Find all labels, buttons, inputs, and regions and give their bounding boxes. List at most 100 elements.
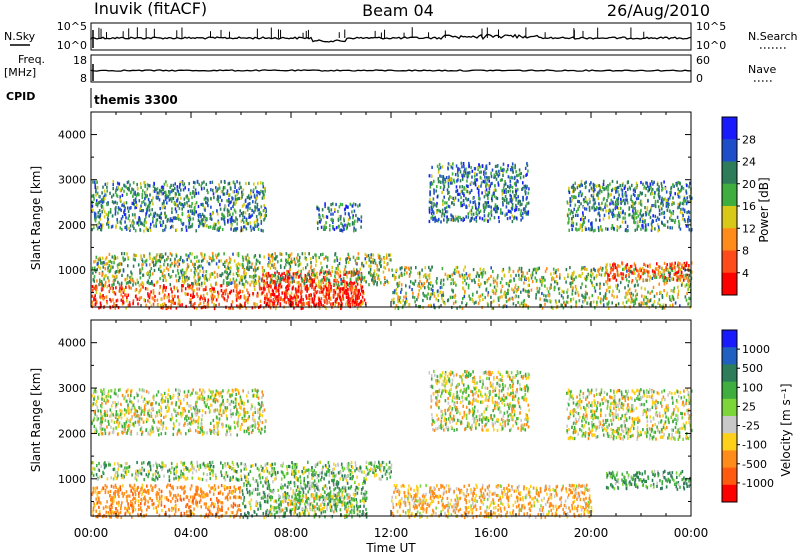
range-gate-cell [94, 180, 96, 184]
range-gate-cell [228, 181, 231, 185]
range-gate-cell [197, 266, 199, 270]
range-gate-cell [481, 275, 484, 279]
range-gate-cell [646, 301, 648, 305]
range-gate-cell [216, 212, 219, 216]
range-gate-cell [161, 223, 163, 228]
range-gate-cell [504, 213, 506, 217]
range-gate-cell [231, 218, 233, 222]
range-gate-cell [372, 258, 374, 262]
range-gate-cell [445, 205, 448, 210]
range-gate-cell [167, 217, 169, 222]
range-gate-cell [132, 202, 135, 206]
range-gate-cell [632, 209, 634, 213]
range-gate-cell [673, 201, 675, 205]
range-gate-cell [313, 268, 315, 272]
range-gate-cell [472, 212, 475, 216]
range-gate-cell [621, 277, 624, 281]
range-gate-cell [439, 185, 442, 190]
range-gate-cell [528, 278, 530, 282]
range-gate-cell [263, 204, 265, 208]
range-gate-cell [152, 184, 155, 188]
range-gate-cell [319, 220, 321, 224]
range-gate-cell [592, 300, 595, 304]
range-gate-cell [664, 187, 667, 191]
range-gate-cell [169, 263, 172, 267]
range-gate-cell [149, 201, 152, 205]
range-gate-cell [605, 280, 607, 284]
range-gate-cell [661, 184, 663, 188]
range-gate-cell [685, 261, 688, 265]
range-gate-cell [285, 290, 287, 295]
range-gate-cell [309, 293, 311, 297]
range-gate-cell [275, 281, 277, 285]
range-gate-cell [188, 204, 191, 208]
range-gate-cell [678, 195, 681, 199]
range-gate-cell [325, 255, 327, 259]
range-gate-cell [124, 257, 126, 261]
range-gate-cell [483, 172, 485, 176]
range-gate-cell [573, 270, 575, 274]
range-gate-cell [680, 270, 683, 275]
range-gate-cell [405, 297, 408, 301]
range-gate-cell [598, 214, 601, 218]
range-gate-cell [258, 254, 261, 258]
range-gate-cell [223, 289, 226, 293]
nsky-trace [90, 27, 692, 48]
range-gate-cell [227, 209, 230, 213]
range-gate-cell [134, 288, 137, 293]
range-gate-cell [180, 218, 182, 222]
range-gate-cell [259, 304, 262, 308]
range-gate-cell [671, 226, 673, 230]
range-gate-cell [354, 258, 357, 262]
range-gate-cell [142, 200, 145, 204]
range-gate-cell [521, 216, 524, 220]
range-gate-cell [227, 203, 230, 207]
range-gate-cell [144, 287, 147, 291]
range-gate-cell [456, 270, 458, 274]
range-gate-cell [137, 302, 139, 306]
range-gate-cell [147, 205, 149, 209]
range-gate-cell [297, 289, 299, 293]
range-gate-cell [98, 209, 101, 213]
range-gate-cell [308, 252, 310, 256]
range-gate-cell [235, 189, 238, 193]
range-gate-cell [151, 296, 154, 300]
range-gate-cell [361, 264, 363, 268]
range-gate-cell [598, 267, 600, 272]
range-gate-cell [187, 209, 189, 214]
range-gate-cell [378, 254, 381, 258]
range-gate-cell [269, 266, 272, 270]
range-gate-cell [352, 216, 354, 220]
range-gate-cell [238, 291, 240, 295]
range-gate-cell [338, 261, 341, 266]
range-gate-cell [162, 275, 165, 279]
range-gate-cell [351, 204, 354, 208]
range-gate-cell [685, 276, 688, 280]
range-gate-cell [235, 272, 238, 276]
range-gate-cell [646, 299, 649, 303]
range-gate-cell [234, 194, 237, 198]
range-gate-cell [130, 274, 133, 278]
range-gate-cell [372, 277, 374, 281]
range-gate-cell [613, 195, 616, 199]
range-gate-cell [318, 306, 321, 310]
range-gate-cell [107, 260, 110, 264]
range-gate-cell [639, 191, 642, 195]
range-gate-cell [648, 212, 650, 216]
range-gate-cell [125, 201, 128, 205]
range-gate-cell [212, 255, 214, 259]
range-gate-cell [634, 228, 637, 232]
range-gate-cell [364, 257, 367, 261]
range-gate-cell [523, 184, 526, 188]
range-gate-cell [634, 193, 636, 198]
range-gate-cell [591, 272, 594, 276]
range-gate-cell [292, 286, 294, 290]
range-gate-cell [99, 266, 101, 270]
range-gate-cell [305, 296, 308, 300]
range-gate-cell [241, 304, 244, 308]
range-gate-cell [152, 214, 155, 219]
range-gate-cell [241, 204, 244, 208]
range-gate-cell [688, 284, 691, 289]
range-gate-cell [658, 185, 660, 189]
range-gate-cell [292, 277, 295, 281]
